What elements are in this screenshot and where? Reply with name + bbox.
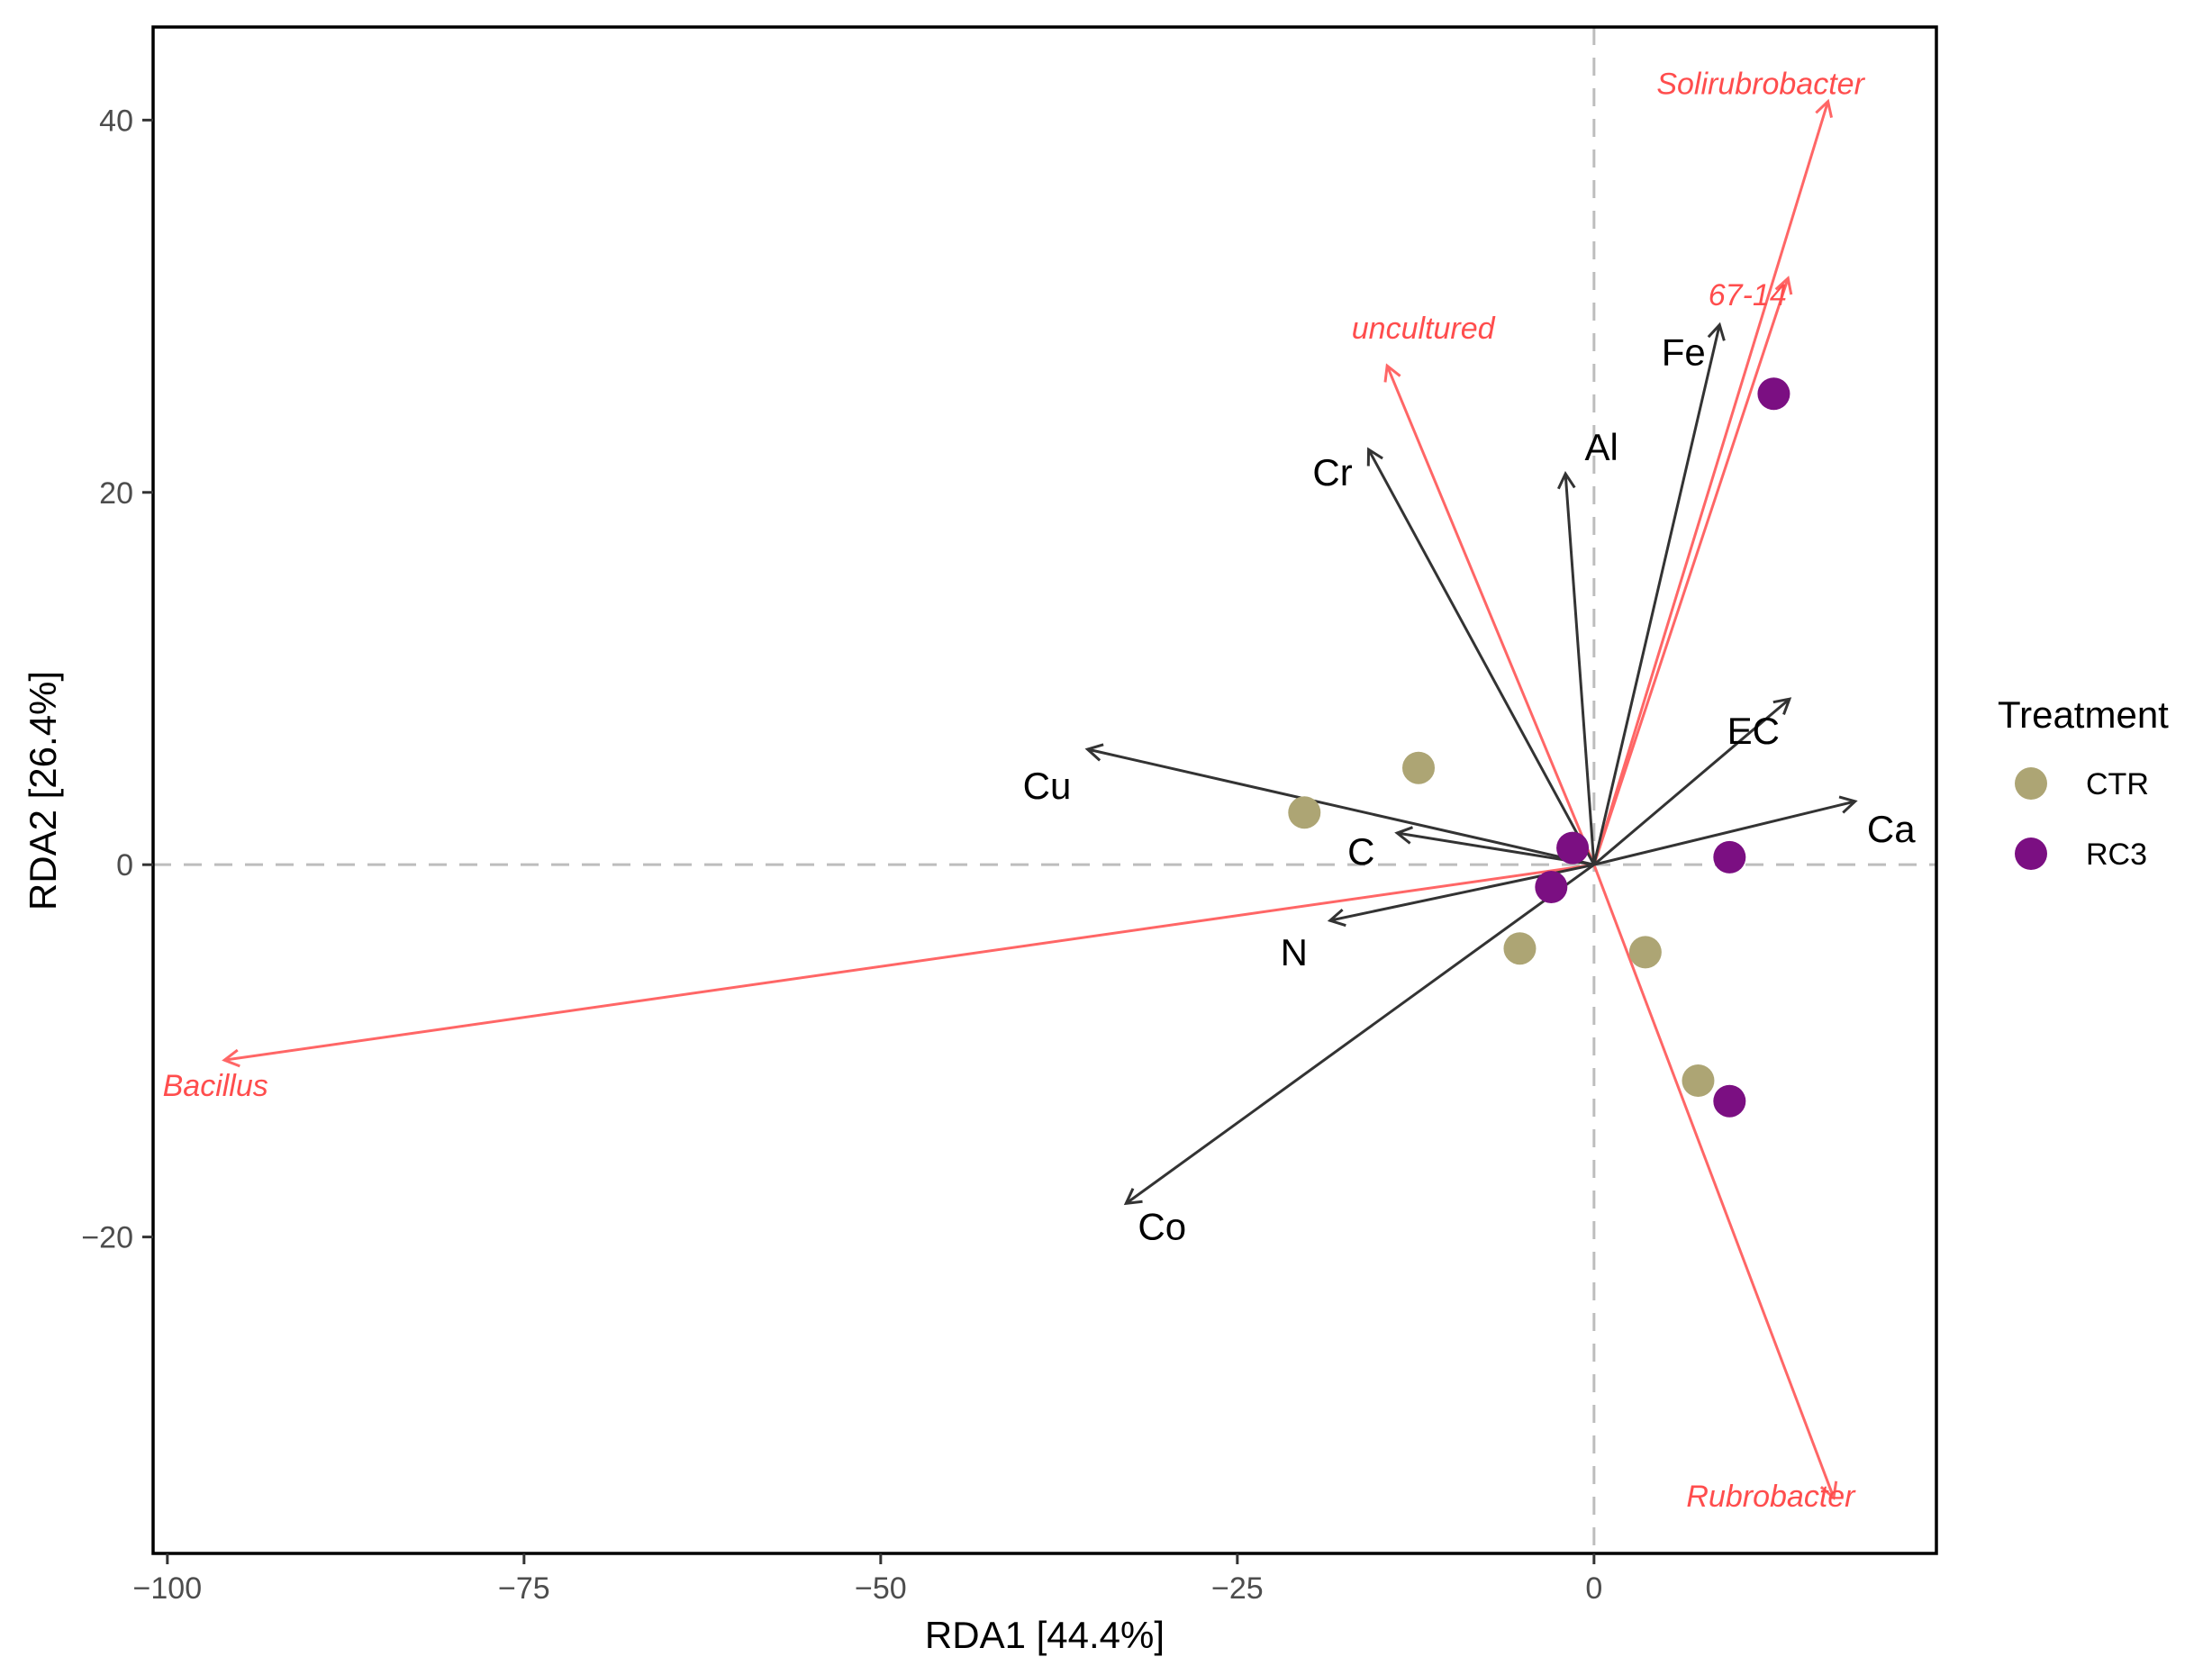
env-vector-cr [1366,447,1596,865]
y-axis: −20 0 20 40 [81,104,153,1255]
x-tick-label: −25 [1211,1571,1264,1606]
sample-point-rc3 [1713,1084,1746,1118]
x-tick-label: −75 [498,1571,550,1606]
sample-point-rc3 [1757,377,1790,411]
y-tick-label: 20 [99,476,133,511]
env-vector-co [1123,863,1595,1206]
env-label-cr: Cr [1312,451,1352,493]
legend-key-ctr [2015,767,2047,800]
y-tick-label: −20 [81,1221,133,1255]
x-axis: −100 −75 −50 −25 0 [133,1553,1602,1606]
taxon-label-solirubrobacter: Solirubrobacter [1656,68,1865,102]
y-tick-label: 40 [99,104,133,138]
taxon-label-67-14: 67-14 [1709,278,1787,312]
taxon-vector-67-14 [1592,276,1793,865]
env-label-c: C [1347,830,1374,873]
taxon-label-uncultured: uncultured [1352,312,1496,346]
y-axis-title: RDA2 [26.4%] [22,671,64,910]
taxon-label-rubrobacter: Rubrobacter [1686,1480,1856,1514]
taxon-vector-uncultured [1383,363,1596,865]
env-label-n: N [1281,931,1308,973]
legend-label-ctr: CTR [2086,767,2149,801]
taxon-vector-solirubrobacter [1592,98,1833,865]
legend-key-rc3 [2015,838,2047,870]
vector-labels: Solirubrobacter 67-14 uncultured Bacillus Ru… [163,68,1917,1514]
env-label-al: Al [1584,426,1618,468]
taxon-vector-rubrobacter [1592,864,1838,1500]
sample-point-rc3 [1556,831,1590,865]
x-tick-label: −100 [133,1571,203,1606]
plot-panel-background [153,27,1936,1553]
env-label-cu: Cu [1023,765,1072,807]
env-label-co: Co [1138,1205,1186,1247]
taxon-label-bacillus: Bacillus [163,1069,268,1103]
legend-title: Treatment [1998,693,2169,736]
env-label-ec: EC [1727,710,1780,752]
sample-point-ctr [1628,936,1662,969]
taxon-vector-bacillus [222,863,1595,1068]
env-label-fe: Fe [1662,331,1706,374]
env-vector-ca [1593,795,1858,866]
plot-panel-border [151,25,1938,1555]
sample-point-ctr [1288,796,1321,829]
legend: Treatment CTR RC3 [1998,693,2169,872]
env-vector-ec [1592,697,1792,866]
x-axis-title: RDA1 [44.4%] [925,1614,1165,1656]
sample-point-ctr [1503,932,1537,965]
sample-points [1288,377,1790,1118]
sample-point-rc3 [1535,870,1568,903]
env-label-ca: Ca [1867,808,1916,850]
taxon-vectors [222,98,1838,1500]
sample-point-rc3 [1713,840,1746,874]
x-tick-label: −50 [855,1571,907,1606]
legend-label-rc3: RC3 [2086,838,2147,872]
x-tick-label: 0 [1585,1571,1602,1606]
env-vector-cu [1084,743,1595,866]
sample-point-ctr [1402,751,1436,784]
sample-point-ctr [1682,1064,1715,1097]
env-vector-fe [1592,321,1726,865]
env-vector-al [1556,471,1596,865]
y-tick-label: 0 [116,848,133,883]
